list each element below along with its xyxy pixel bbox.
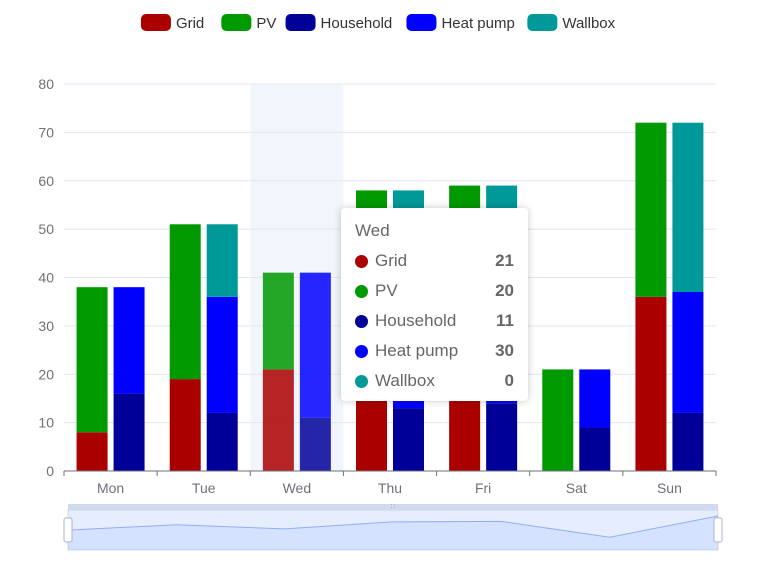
legend-swatch-grid xyxy=(140,14,171,31)
bar-heat-pump-sun[interactable] xyxy=(672,292,704,413)
x-tick-label: Sat xyxy=(566,480,587,496)
y-tick-label: 70 xyxy=(38,124,54,140)
y-tick-label: 30 xyxy=(38,318,54,334)
bar-heat-pump-sat[interactable] xyxy=(579,369,611,428)
legend-item-household[interactable]: Household xyxy=(285,14,393,32)
x-tick-label: Sun xyxy=(657,480,682,496)
bar-grid-mon[interactable] xyxy=(76,432,108,471)
tooltip-row-pv: PV 20 xyxy=(355,276,514,306)
legend-label-heat-pump: Heat pump xyxy=(441,15,514,32)
tooltip-row-grid: Grid 21 xyxy=(355,246,514,276)
bar-household-tue[interactable] xyxy=(206,412,238,471)
x-tick-label: Thu xyxy=(378,480,402,496)
x-tick-label: Fri xyxy=(475,480,491,496)
legend-swatch-heat-pump xyxy=(406,14,437,31)
bar-household-wed[interactable] xyxy=(299,417,331,471)
series-dot-icon xyxy=(355,374,368,388)
zoom-overview-area xyxy=(68,516,718,550)
tooltip: Wed Grid 21 PV 20 Household 11 Heat pump… xyxy=(341,208,528,401)
series-dot-icon xyxy=(355,254,368,268)
zoom-overview-line xyxy=(67,515,719,538)
bar-grid-wed[interactable] xyxy=(262,369,294,471)
legend-item-heat-pump[interactable]: Heat pump xyxy=(406,14,515,32)
y-axis: 0 10 20 30 40 50 60 70 80 xyxy=(38,76,54,479)
series-dot-icon xyxy=(355,284,368,298)
tooltip-series-name: PV xyxy=(375,281,398,300)
tooltip-series-value: 21 xyxy=(495,251,514,270)
bar-pv-sun[interactable] xyxy=(635,122,667,297)
legend-swatch-pv xyxy=(221,14,252,31)
tooltip-series-value: 30 xyxy=(495,341,514,360)
tooltip-series-value: 20 xyxy=(495,281,514,300)
bar-grid-thu[interactable] xyxy=(356,393,387,471)
tooltip-title: Wed xyxy=(355,221,390,240)
zoom-selected-range[interactable] xyxy=(68,510,718,550)
legend-label-grid: Grid xyxy=(176,15,204,32)
y-tick-label: 60 xyxy=(38,173,54,189)
bar-household-sat[interactable] xyxy=(579,427,611,471)
bar-pv-wed[interactable] xyxy=(262,272,294,370)
zoom-handle-end[interactable] xyxy=(713,517,723,543)
y-tick-label: 0 xyxy=(46,463,54,479)
bar-heat-pump-tue[interactable] xyxy=(206,296,238,413)
x-axis: Mon Tue Wed Thu Fri Sat Sun xyxy=(63,470,717,496)
zoom-handle-start[interactable] xyxy=(63,517,73,543)
tooltip-series-value: 11 xyxy=(496,311,514,330)
bar-wallbox-sun[interactable] xyxy=(672,122,704,293)
tooltip-row-wallbox: Wallbox 0 xyxy=(355,366,514,396)
bar-heat-pump-mon[interactable] xyxy=(113,287,145,394)
tooltip-series-name: Wallbox xyxy=(375,371,435,390)
bar-household-thu[interactable] xyxy=(393,408,424,471)
y-tick-label: 10 xyxy=(38,415,54,431)
x-tick-label: Mon xyxy=(97,480,124,496)
zoom-grip-icon[interactable]: ∷ xyxy=(390,502,395,511)
series-dot-icon xyxy=(355,344,368,358)
series-dot-icon xyxy=(355,314,368,328)
legend: Grid PV Household Heat pump Wallbox xyxy=(140,14,616,32)
data-zoom-slider[interactable]: ∷ xyxy=(63,502,723,551)
legend-label-household: Household xyxy=(321,15,393,32)
legend-swatch-household xyxy=(285,14,316,31)
y-tick-label: 80 xyxy=(38,76,54,92)
tooltip-row-household: Household 11 xyxy=(355,306,514,336)
bar-pv-tue[interactable] xyxy=(169,224,201,380)
legend-item-pv[interactable]: PV xyxy=(221,14,276,32)
legend-label-wallbox: Wallbox xyxy=(562,15,615,32)
legend-swatch-wallbox xyxy=(527,14,558,31)
legend-item-grid[interactable]: Grid xyxy=(140,14,204,32)
bar-wallbox-tue[interactable] xyxy=(206,224,238,297)
bar-household-fri[interactable] xyxy=(486,403,518,471)
tooltip-row-heat-pump: Heat pump 30 xyxy=(355,336,514,366)
y-tick-label: 50 xyxy=(38,221,54,237)
tooltip-series-name: Heat pump xyxy=(375,341,459,360)
bar-household-sun[interactable] xyxy=(672,412,704,471)
bar-pv-mon[interactable] xyxy=(76,287,108,433)
tooltip-series-name: Grid xyxy=(375,251,408,270)
tooltip-series-value: 0 xyxy=(504,371,514,390)
bar-grid-sun[interactable] xyxy=(635,296,667,471)
x-tick-label: Wed xyxy=(283,480,312,496)
bar-grid-tue[interactable] xyxy=(169,379,201,471)
legend-item-wallbox[interactable]: Wallbox xyxy=(527,14,616,32)
bar-heat-pump-wed[interactable] xyxy=(299,272,331,418)
tooltip-series-name: Household xyxy=(375,311,457,330)
bar-household-mon[interactable] xyxy=(113,393,145,471)
bar-pv-sat[interactable] xyxy=(542,369,574,471)
y-tick-label: 20 xyxy=(38,366,54,382)
y-tick-label: 40 xyxy=(38,270,54,286)
legend-label-pv: PV xyxy=(256,15,276,32)
bar-grid-fri[interactable] xyxy=(449,398,481,471)
zoom-move-bar[interactable] xyxy=(68,504,718,510)
x-tick-label: Tue xyxy=(192,480,216,496)
